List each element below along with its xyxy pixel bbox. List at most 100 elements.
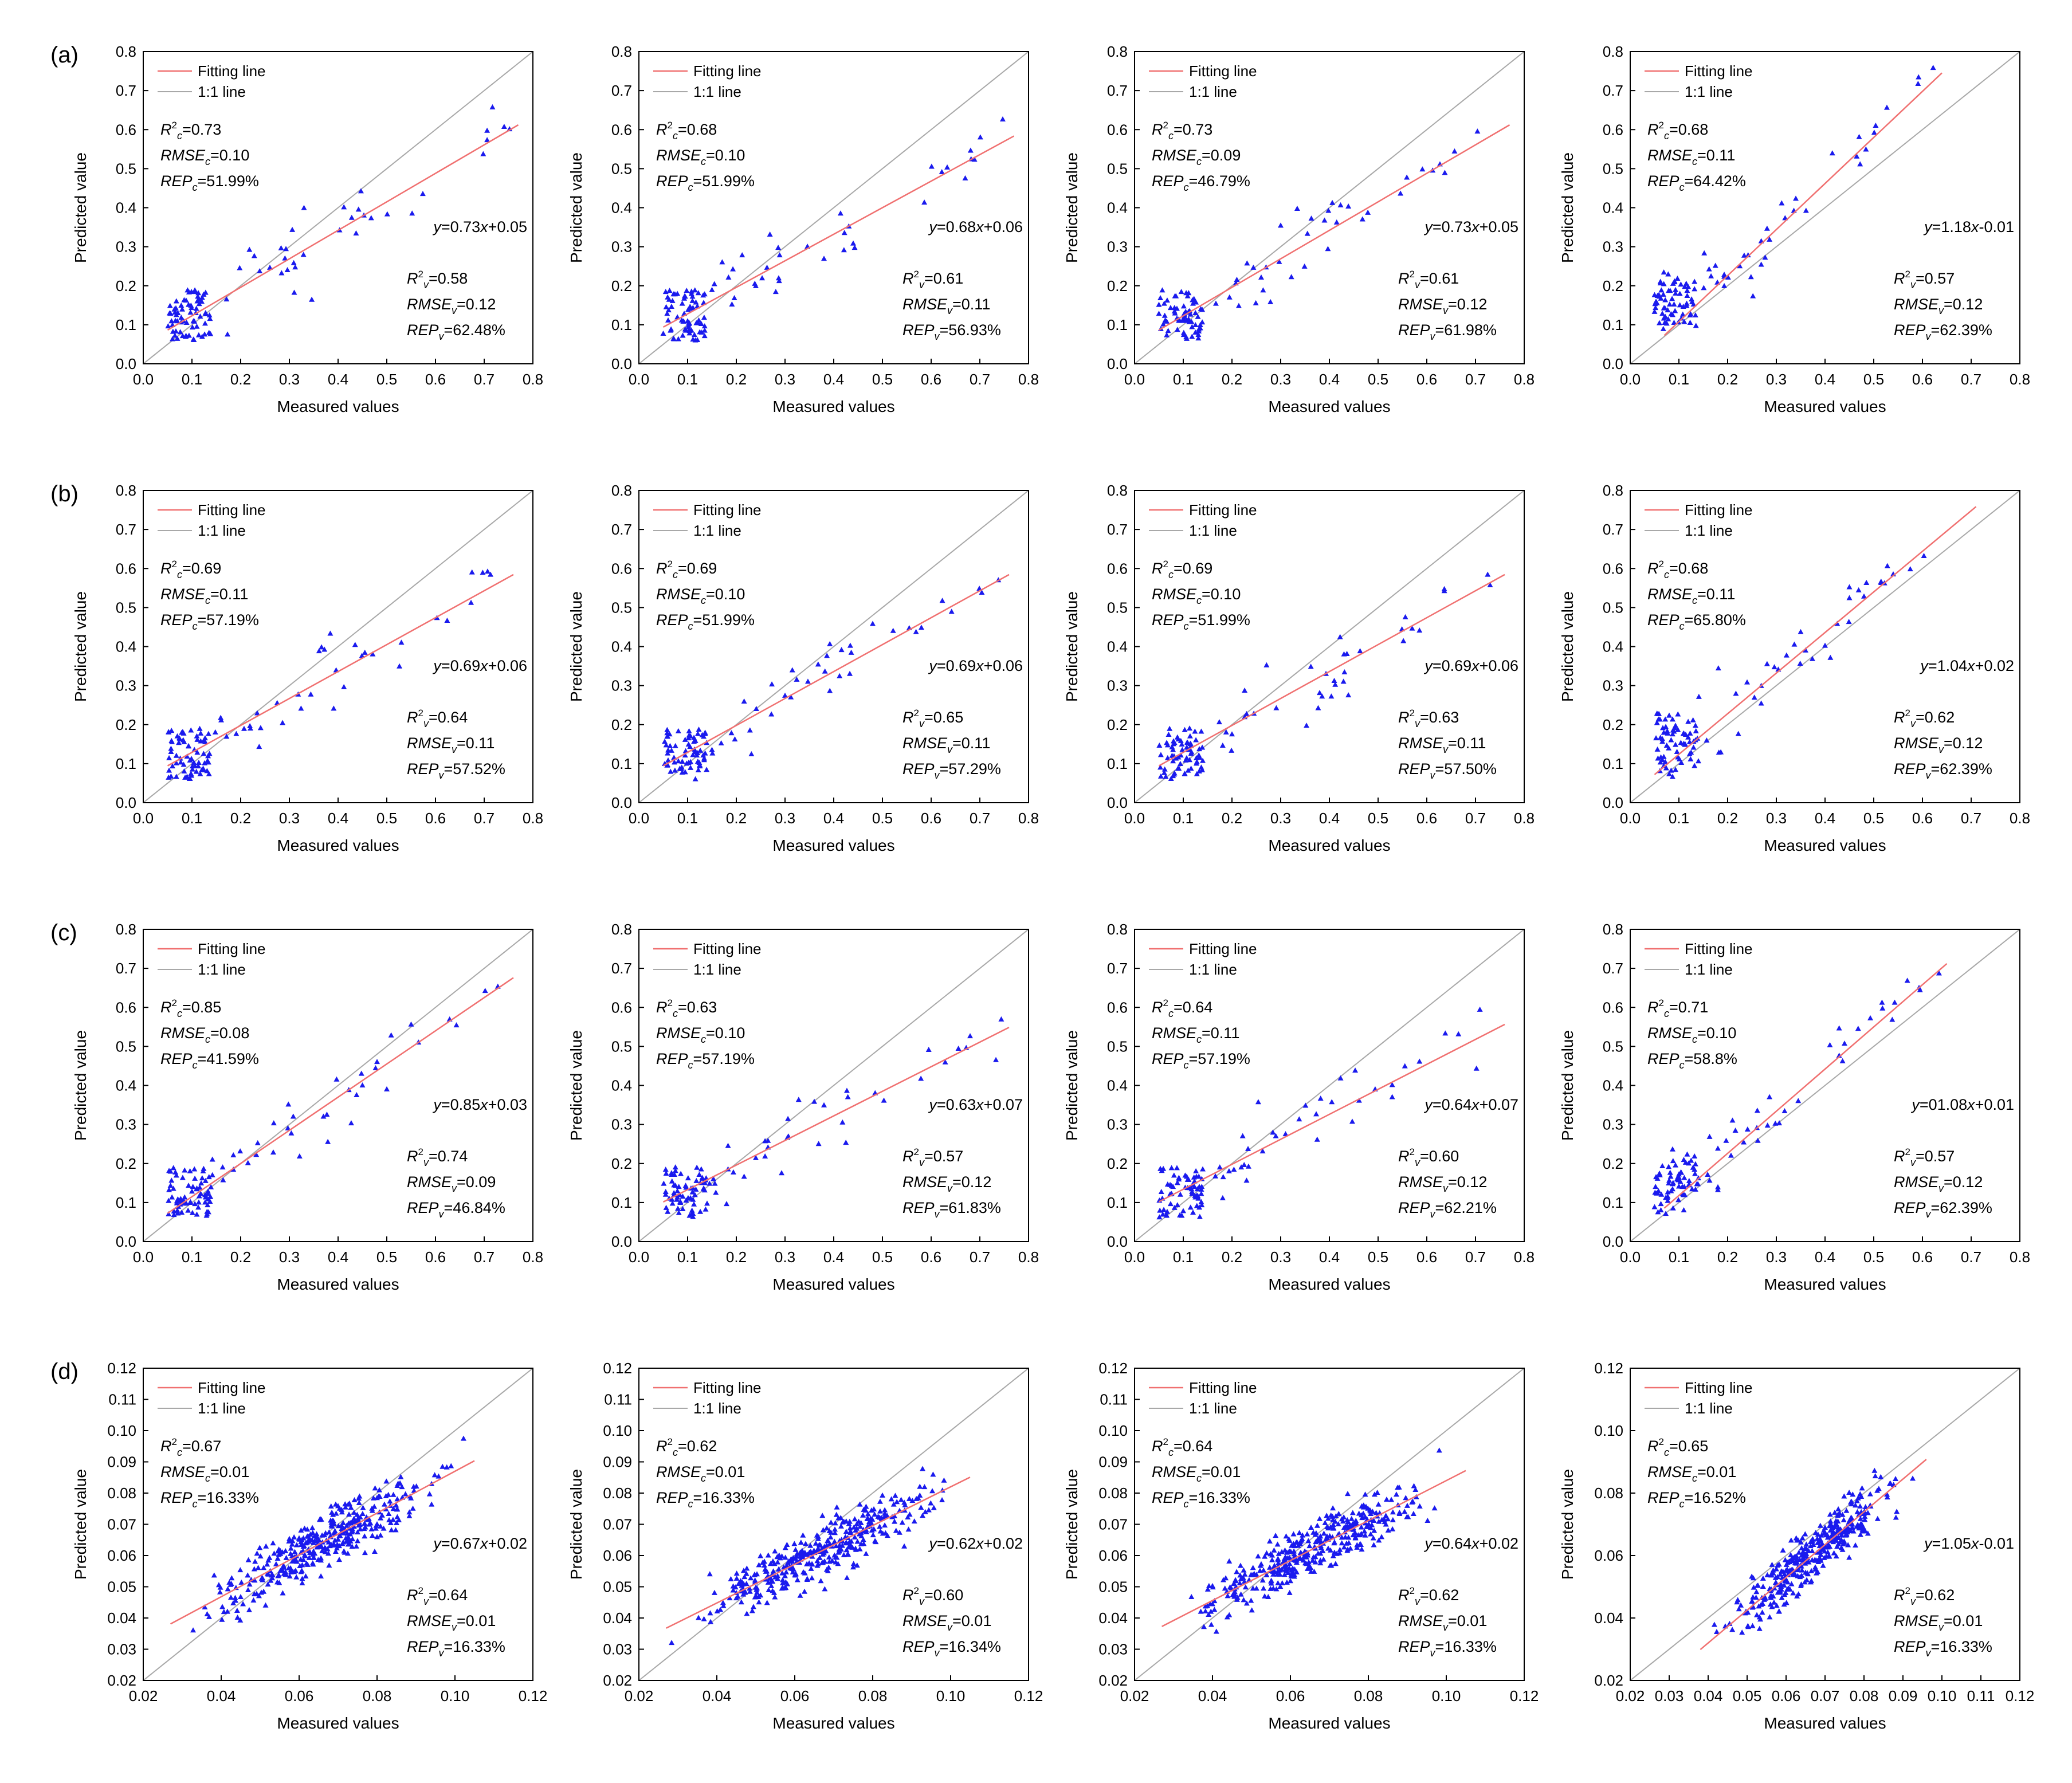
data-point [1396,1509,1403,1515]
data-point [1358,1512,1364,1518]
data-point [1778,1586,1784,1592]
data-point [1692,312,1698,318]
data-point [362,1533,368,1539]
data-point [1211,1598,1218,1604]
data-point [921,1484,928,1490]
data-point [1741,1139,1747,1145]
fitting-line [167,124,519,331]
data-point [1238,1164,1245,1170]
data-point [257,1553,264,1559]
data-point [1182,726,1188,732]
data-point [827,641,833,646]
y-tick-label: 0.11 [1100,1391,1128,1408]
scatter-panel-c1: 0.0 0.1 0.2 0.3 0.4 0.5 0.6 0.7 0.8 0.0 0.1 0.2 0.3 0… [57,921,550,1322]
data-point [678,317,685,323]
data-point [1681,1175,1688,1180]
data-point [321,1532,328,1538]
y-tick-label: 0.5 [116,1038,136,1055]
data-point [342,1504,348,1510]
scatter-chart: 0.02 0.03 0.04 0.05 0.06 0.07 0.08 0.09 0.10 0.11… [1559,1360,2034,1732]
data-point [374,1059,380,1065]
calibration-r2: R2c=0.64 [1152,1436,1212,1458]
data-point [1357,648,1363,654]
data-point [1805,1571,1811,1577]
data-point [257,1545,263,1550]
validation-r2: R2v=0.60 [1398,1146,1459,1168]
data-point [1187,733,1193,739]
data-point [877,1523,883,1529]
data-point [209,1172,215,1177]
y-tick-label: 0.8 [611,482,632,499]
data-point [1713,1629,1720,1635]
x-tick-label: 0.5 [1368,810,1388,827]
data-point [233,731,240,736]
data-point [204,1611,210,1616]
y-tick-label: 0.10 [1098,1422,1128,1439]
validation-r2: R2v=0.62 [1894,1585,1955,1607]
data-point [662,739,668,744]
data-point [206,1174,212,1180]
data-point [782,1585,788,1590]
data-point [873,1539,879,1545]
data-point [748,751,755,757]
y-tick-label: 0.02 [1098,1672,1128,1689]
validation-rep: REPv=57.52% [407,760,505,781]
data-point [739,252,745,258]
data-point [1436,1447,1442,1453]
data-point [1327,1562,1333,1568]
data-point [350,1536,356,1542]
fitting-line [662,1027,1010,1203]
data-point [929,1488,936,1494]
data-point [1684,1151,1690,1157]
calibration-rmse: RMSEc=0.08 [160,1024,249,1045]
data-point [748,1575,754,1581]
y-tick-label: 0.7 [1603,521,1623,538]
y-tick-label: 0.2 [1603,716,1623,733]
data-point [857,1501,863,1507]
data-point [1802,1546,1808,1552]
data-point [1317,1560,1324,1566]
data-point [1665,1193,1671,1199]
data-point [1670,1158,1676,1164]
data-point [1861,1511,1867,1517]
data-point [977,134,983,140]
data-point [378,1523,384,1529]
y-axis-title: Predicted value [1063,591,1081,702]
data-point [851,1524,857,1530]
x-tick-label: 0.3 [1766,810,1787,827]
data-point [1781,1592,1788,1597]
data-point [1317,1533,1324,1539]
calibration-r2: R2c=0.68 [1647,120,1708,142]
data-point [197,313,203,319]
data-point [201,1165,207,1171]
data-point [1336,1550,1343,1556]
data-point [815,1141,822,1146]
data-point [484,137,490,143]
y-tick-label: 0.1 [1603,1194,1623,1211]
data-point [1223,729,1229,735]
data-point [409,210,415,216]
data-point [226,1579,233,1585]
data-point [744,1565,750,1571]
x-tick-label: 0.4 [1815,810,1835,827]
data-point [678,765,684,771]
data-point [1258,274,1264,280]
legend-oneone-label: 1:1 line [1189,961,1237,978]
data-point [1174,734,1180,740]
data-point [1824,1532,1831,1538]
data-point [922,1509,928,1514]
data-point [172,305,179,311]
data-point [376,1494,383,1499]
data-point [256,744,262,749]
x-tick-label: 0.4 [823,371,844,388]
data-point [1216,1164,1223,1170]
data-point [1187,725,1193,731]
data-point [303,1540,309,1546]
data-point [1803,207,1809,213]
data-point [780,1564,787,1570]
calibration-rmse: RMSEc=0.10 [656,586,745,606]
data-point [341,684,347,689]
data-point [1182,771,1188,776]
data-point [1262,1593,1268,1599]
scatter-panel-a2: 0.0 0.1 0.2 0.3 0.4 0.5 0.6 0.7 0.8 0.0 0.1 0.2 0.3 0… [553,43,1046,444]
